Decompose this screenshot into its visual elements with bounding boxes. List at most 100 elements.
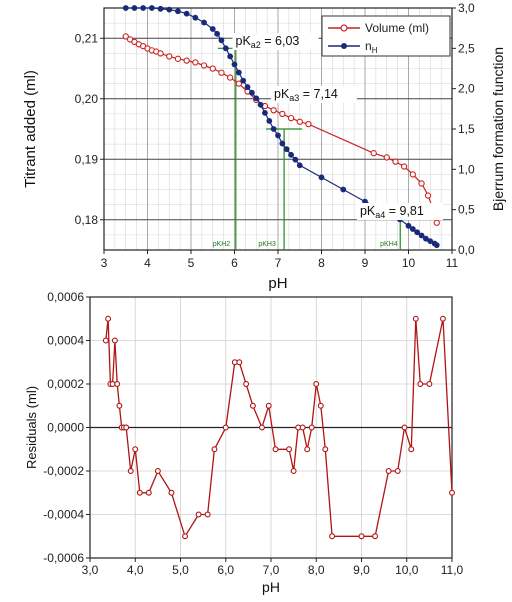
y-tick-label: 0,0002 xyxy=(47,377,84,391)
residual-point xyxy=(440,315,446,322)
nh-point xyxy=(183,10,190,17)
volume-point xyxy=(424,192,432,199)
top-chart: 3 4 5 6 7 8 9 10 11 0,18 0,19 0,20 0,21 0,0 0,5 1,0 1,5 2… xyxy=(22,1,506,292)
residual-point xyxy=(394,468,401,474)
y-tick-label: 0,18 xyxy=(75,213,99,227)
volume-point xyxy=(235,80,242,87)
residual-point xyxy=(168,489,175,496)
annotation-bg xyxy=(356,203,443,220)
residual-point xyxy=(236,359,243,366)
x-tick-label: 4 xyxy=(144,256,151,270)
nh-point xyxy=(235,69,242,76)
nh-point xyxy=(418,232,425,239)
x-tick-label: 8,0 xyxy=(308,563,325,577)
nh-point xyxy=(244,84,251,90)
nh-point xyxy=(270,126,277,132)
volume-point xyxy=(287,114,295,122)
bottom-chart: 3,0 4,0 5,0 6,0 7,0 8,0 9,0 10,0 11,0 -0,0006 -0,0… xyxy=(24,290,464,595)
residual-point xyxy=(408,446,415,453)
residual-point xyxy=(195,511,202,518)
nh-point xyxy=(296,162,303,169)
x-tick-label: 10,0 xyxy=(395,563,419,577)
residual-point xyxy=(211,446,218,453)
nh-point xyxy=(409,226,416,232)
x-tick-label: 4,0 xyxy=(127,563,144,577)
residual-point xyxy=(412,315,419,322)
nh-point xyxy=(340,186,347,193)
residual-point xyxy=(304,446,311,453)
y-axis-label: Residuals (ml) xyxy=(24,386,39,469)
y2-axis-label: Bjerrum formation function xyxy=(490,47,506,211)
x-tick-label: 7,0 xyxy=(263,563,280,577)
volume-point xyxy=(183,57,190,64)
nh-point xyxy=(201,19,207,26)
y2-tick-label: 1,0 xyxy=(458,162,475,176)
volume-point xyxy=(433,219,440,226)
x-tick-label: 9,0 xyxy=(353,563,370,577)
nh-point xyxy=(140,5,147,11)
residual-point xyxy=(372,533,379,540)
nh-point xyxy=(279,140,286,147)
nh-point xyxy=(122,5,129,11)
nh-point xyxy=(257,101,264,108)
nh-point xyxy=(253,95,260,102)
volume-point xyxy=(122,33,129,40)
y2-tick-label: 1,5 xyxy=(458,122,475,136)
residual-point xyxy=(145,489,152,496)
volume-point xyxy=(157,50,164,57)
nh-point xyxy=(209,26,216,32)
nh-point xyxy=(240,77,247,84)
residual-point xyxy=(127,468,134,474)
residual-point xyxy=(313,381,320,387)
residual-point xyxy=(114,381,121,387)
nh-point xyxy=(148,5,155,11)
residual-point xyxy=(317,402,324,409)
y-tick-label: 0,0000 xyxy=(47,421,84,435)
x-tick-label: 3 xyxy=(101,256,108,270)
pk-mini-label: pKH4 xyxy=(380,241,398,248)
volume-point xyxy=(270,107,277,114)
nh-point xyxy=(266,118,273,124)
x-axis-label: pH xyxy=(262,579,280,595)
residual-point xyxy=(111,337,118,344)
residual-point xyxy=(417,381,424,387)
volume-point xyxy=(296,118,303,125)
nh-point xyxy=(433,242,440,249)
residual-point xyxy=(136,489,143,496)
residual-point xyxy=(243,381,250,387)
nh-point xyxy=(218,37,225,44)
x-tick-label: 7 xyxy=(275,256,282,270)
y-tick-label: -0,0006 xyxy=(43,551,84,565)
residual-point xyxy=(286,446,293,453)
residual-point xyxy=(154,468,161,474)
y2-tick-label: 3,0 xyxy=(458,1,475,15)
y-tick-label: 0,20 xyxy=(75,92,99,106)
y-tick-label: -0,0004 xyxy=(43,508,84,522)
nh-point xyxy=(292,156,299,163)
y2-tick-label: 0,0 xyxy=(458,243,475,257)
nh-point xyxy=(275,132,281,139)
x-tick-label: 10 xyxy=(402,256,416,270)
x-tick-label: 11,0 xyxy=(441,563,464,577)
y-tick-label: 0,19 xyxy=(75,152,99,166)
nh-point xyxy=(427,238,434,245)
volume-point xyxy=(226,74,234,81)
nh-point xyxy=(222,45,229,52)
pk-mini-label: pKH3 xyxy=(258,241,276,248)
residual-point xyxy=(426,381,433,387)
residual-point xyxy=(308,424,315,431)
volume-point xyxy=(370,150,377,157)
residual-point xyxy=(204,511,211,518)
volume-point xyxy=(279,110,286,118)
nh-point xyxy=(405,222,412,229)
volume-point xyxy=(409,171,416,178)
volume-point xyxy=(166,53,173,60)
nh-point xyxy=(248,89,255,96)
nh-point xyxy=(422,235,429,242)
nh-point xyxy=(175,8,181,15)
y2-tick-label: 2,5 xyxy=(458,41,475,55)
y-tick-label: 0,0006 xyxy=(47,290,84,304)
legend-label: nH xyxy=(365,39,378,55)
x-tick-label: 5 xyxy=(188,256,195,270)
legend-swatch-marker xyxy=(340,24,348,32)
